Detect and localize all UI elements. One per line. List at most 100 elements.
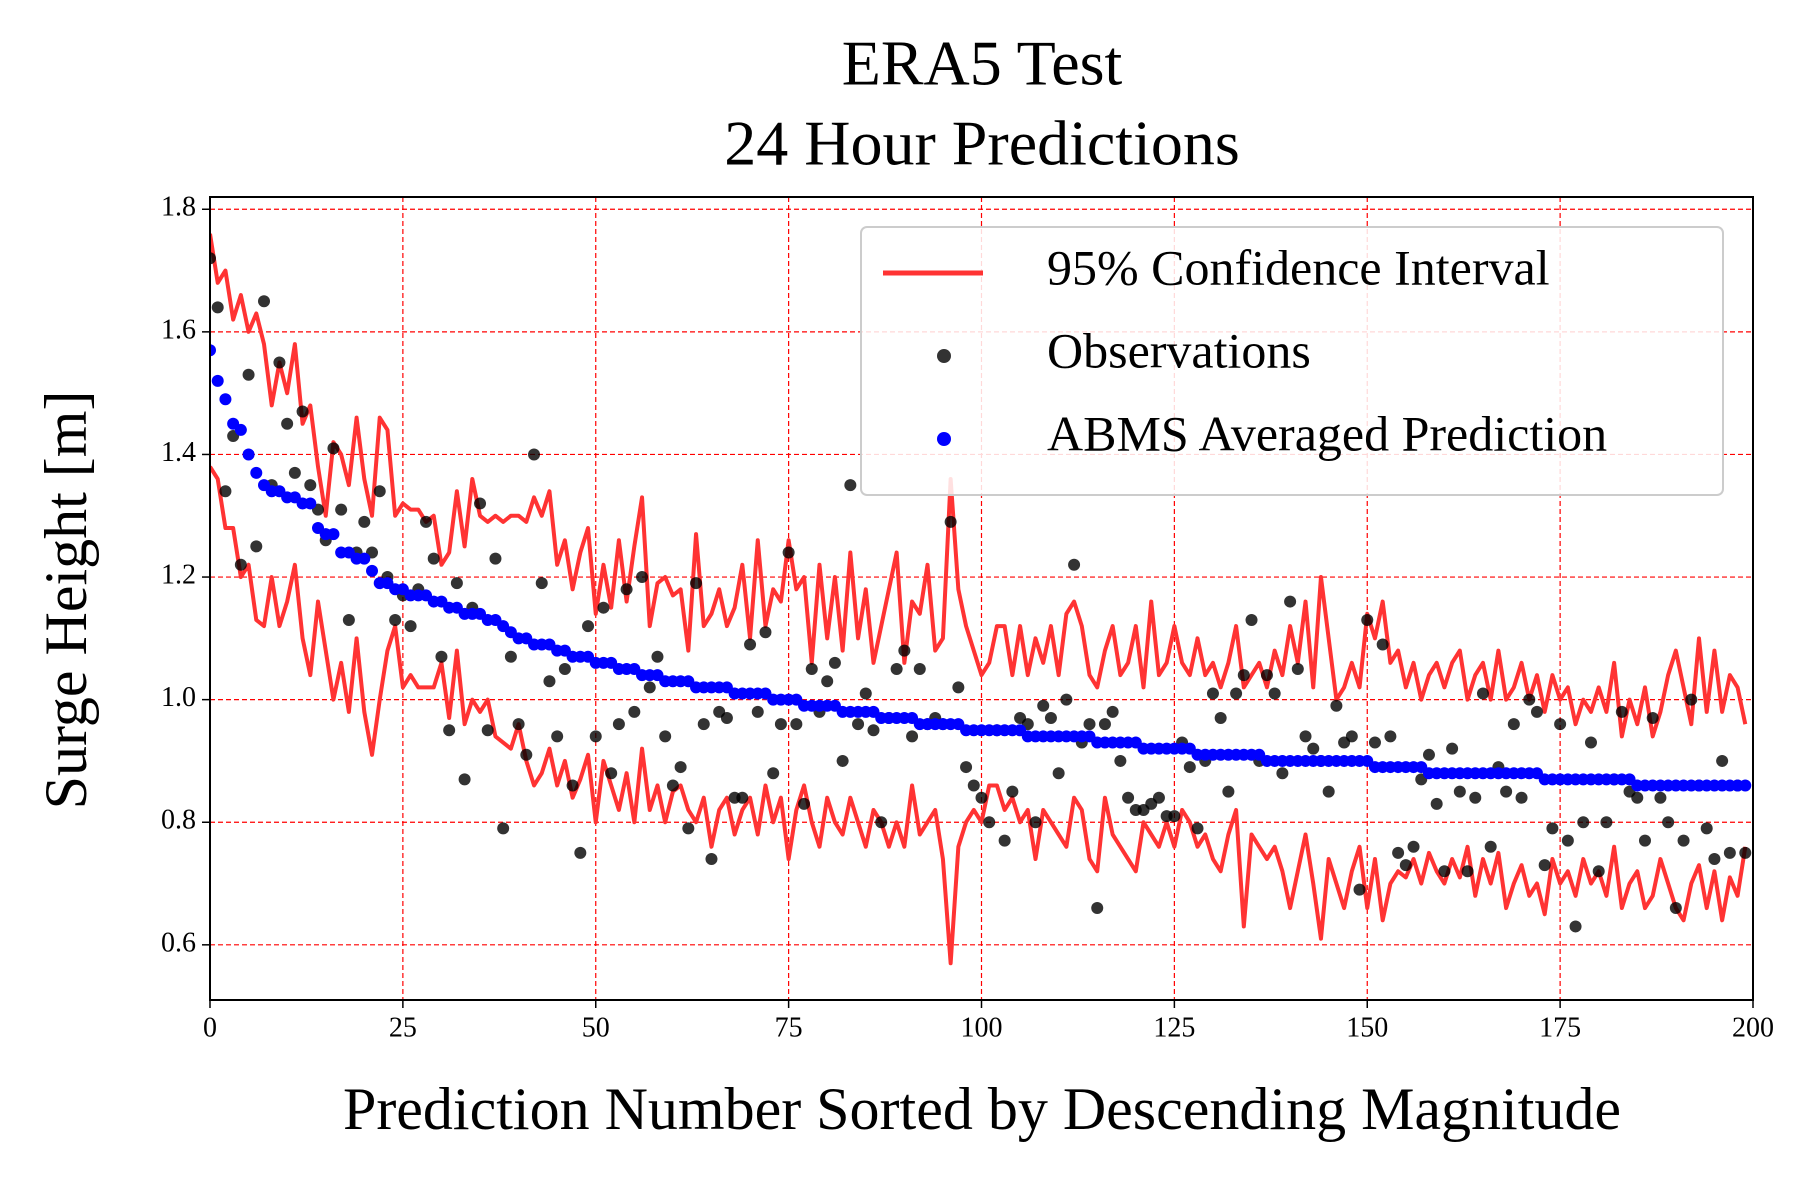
point — [242, 368, 255, 381]
point — [1739, 846, 1752, 859]
point — [1546, 822, 1559, 835]
point — [666, 779, 679, 792]
point — [1638, 834, 1651, 847]
legend-label: 95% Confidence Interval — [1047, 239, 1550, 295]
x-tick-label: 150 — [1346, 1012, 1388, 1043]
point — [1191, 822, 1204, 835]
point — [1122, 791, 1135, 804]
point — [605, 767, 618, 780]
point — [389, 613, 402, 626]
point — [890, 662, 903, 675]
x-tick-label: 100 — [961, 1012, 1003, 1043]
point — [898, 644, 911, 657]
point — [612, 718, 625, 731]
point — [1422, 748, 1435, 761]
point — [1060, 693, 1073, 706]
point — [574, 846, 587, 859]
point — [1206, 687, 1219, 700]
point — [327, 528, 340, 541]
point — [736, 791, 749, 804]
point — [1677, 834, 1690, 847]
point — [1685, 693, 1698, 706]
point — [1353, 883, 1366, 896]
point — [1052, 767, 1065, 780]
point — [1654, 791, 1667, 804]
point — [1230, 687, 1243, 700]
point — [1430, 797, 1443, 810]
point — [1476, 687, 1489, 700]
point — [1739, 779, 1752, 792]
point — [566, 779, 579, 792]
point — [1299, 730, 1312, 743]
point — [1044, 712, 1057, 725]
point — [1500, 785, 1513, 798]
point — [1114, 754, 1127, 767]
point — [975, 791, 988, 804]
point — [1384, 730, 1397, 743]
point — [1168, 810, 1181, 823]
x-tick-label: 50 — [582, 1012, 610, 1043]
point — [1091, 902, 1104, 915]
point — [1307, 742, 1320, 755]
point — [281, 417, 294, 430]
point — [1515, 791, 1528, 804]
point — [528, 448, 541, 461]
point — [1615, 705, 1628, 718]
point — [481, 724, 494, 737]
point — [690, 577, 703, 590]
point — [304, 479, 317, 492]
legend-marker — [937, 432, 951, 446]
point — [1700, 822, 1713, 835]
point — [288, 466, 301, 479]
ci-line — [210, 465, 1748, 966]
ci-line — [210, 233, 1748, 739]
point — [273, 356, 286, 369]
point — [234, 423, 247, 436]
point — [535, 577, 548, 590]
x-axis-label: Prediction Number Sorted by Descending M… — [343, 1076, 1621, 1142]
point — [1284, 595, 1297, 608]
point — [1554, 718, 1567, 731]
point — [210, 252, 216, 265]
point — [1446, 742, 1459, 755]
point — [1268, 687, 1281, 700]
point — [543, 675, 556, 688]
point — [210, 344, 216, 357]
point — [967, 779, 980, 792]
point — [1345, 730, 1358, 743]
point — [582, 620, 595, 633]
x-tick-label: 25 — [389, 1012, 417, 1043]
point — [250, 466, 263, 479]
plot-frame — [209, 196, 1754, 1001]
point — [427, 552, 440, 565]
point — [805, 662, 818, 675]
point — [636, 571, 649, 584]
x-tick-label: 125 — [1153, 1012, 1195, 1043]
point — [1322, 785, 1335, 798]
point — [767, 767, 780, 780]
point — [404, 620, 417, 633]
point — [643, 681, 656, 694]
x-tick-label: 0 — [203, 1012, 217, 1043]
point — [859, 687, 872, 700]
point — [497, 822, 510, 835]
point — [1407, 840, 1420, 853]
point — [705, 853, 718, 866]
point — [1260, 669, 1273, 682]
point — [589, 730, 602, 743]
point — [867, 724, 880, 737]
point — [751, 705, 764, 718]
point — [759, 626, 772, 639]
point — [250, 540, 263, 553]
point — [1523, 693, 1536, 706]
point — [875, 816, 888, 829]
point — [1569, 920, 1582, 933]
x-tick-label: 175 — [1539, 1012, 1581, 1043]
y-tick-label: 1.6 — [161, 314, 196, 345]
point — [1577, 816, 1590, 829]
point — [1392, 846, 1405, 859]
point — [1631, 791, 1644, 804]
point — [1438, 865, 1451, 878]
point — [504, 650, 517, 663]
